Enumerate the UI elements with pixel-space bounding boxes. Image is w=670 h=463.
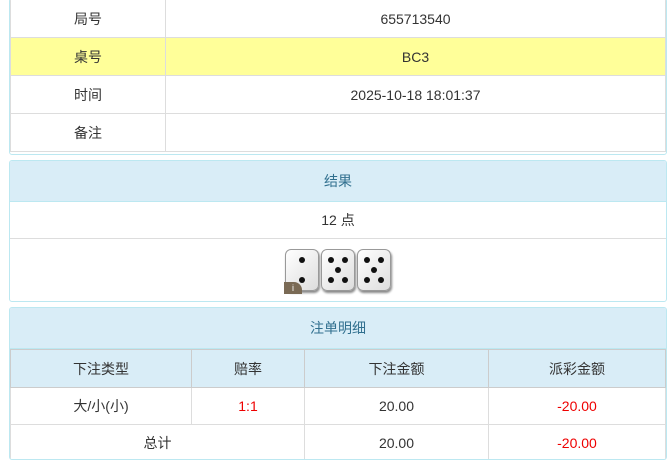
odds: 1:1 <box>191 387 305 425</box>
note-row: 备注 <box>10 113 666 152</box>
pip <box>327 277 334 283</box>
result-title: 结果 <box>10 161 666 202</box>
pip <box>342 257 349 263</box>
total-amount: 20.00 <box>304 424 489 459</box>
bet-details-panel: 注单明细 下注类型 赔率 下注金额 派彩金额 大/小(小) 1:1 20.00 … <box>9 307 667 460</box>
total-label: 总计 <box>10 424 305 459</box>
result-points: 12 点 <box>10 202 666 239</box>
time-value: 2025-10-18 18:01:37 <box>165 75 666 114</box>
bet-amount: 20.00 <box>304 387 489 425</box>
table-id-value: BC3 <box>165 37 666 76</box>
total-payout: -20.00 <box>488 424 666 459</box>
pip <box>299 257 305 263</box>
pip <box>378 257 385 263</box>
round-info-panel: 局号 655713540 桌号 BC3 时间 2025-10-18 18:01:37 … <box>9 0 667 155</box>
time-label: 时间 <box>10 75 166 114</box>
pip <box>371 267 377 273</box>
time-row: 时间 2025-10-18 18:01:37 <box>10 75 666 114</box>
info-icon[interactable]: i <box>284 282 302 294</box>
die-5-icon <box>321 249 355 291</box>
die-2-icon: i <box>284 249 319 294</box>
col-bet-type: 下注类型 <box>10 349 192 388</box>
pip <box>299 277 305 283</box>
bet-table-header: 下注类型 赔率 下注金额 派彩金额 <box>10 349 666 388</box>
col-odds: 赔率 <box>191 349 305 388</box>
result-panel: 结果 12 点 i <box>9 160 667 302</box>
dice-group: i <box>10 239 666 301</box>
pip <box>363 277 370 283</box>
pip <box>363 257 370 263</box>
pip <box>378 277 385 283</box>
pip <box>342 277 349 283</box>
note-value <box>165 113 666 152</box>
round-id-value: 655713540 <box>165 0 666 38</box>
total-row: 总计 20.00 -20.00 <box>10 424 666 459</box>
col-bet-amount: 下注金额 <box>304 349 489 388</box>
pip <box>327 257 334 263</box>
col-payout: 派彩金额 <box>488 349 666 388</box>
table-row: 大/小(小) 1:1 20.00 -20.00 <box>10 387 666 425</box>
round-id-row: 局号 655713540 <box>10 0 666 38</box>
round-id-label: 局号 <box>10 0 166 38</box>
payout: -20.00 <box>488 387 666 425</box>
bet-type: 大/小(小) <box>10 387 192 425</box>
table-id-label: 桌号 <box>10 37 166 76</box>
note-label: 备注 <box>10 113 166 152</box>
table-id-row: 桌号 BC3 <box>10 37 666 76</box>
bet-details-title: 注单明细 <box>10 308 666 349</box>
pip <box>335 267 341 273</box>
die-5-icon <box>357 249 391 291</box>
